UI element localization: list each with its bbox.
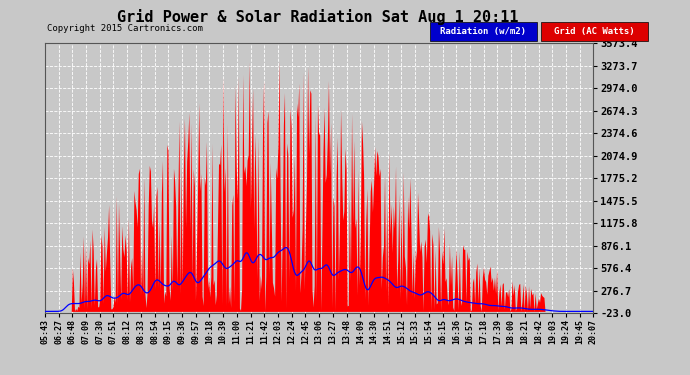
Bar [541,22,648,41]
Bar [430,22,537,41]
Text: Grid Power & Solar Radiation Sat Aug 1 20:11: Grid Power & Solar Radiation Sat Aug 1 2… [117,9,518,26]
Text: Grid (AC Watts): Grid (AC Watts) [554,27,634,36]
Text: Radiation (w/m2): Radiation (w/m2) [440,27,526,36]
Text: Copyright 2015 Cartronics.com: Copyright 2015 Cartronics.com [47,24,203,33]
